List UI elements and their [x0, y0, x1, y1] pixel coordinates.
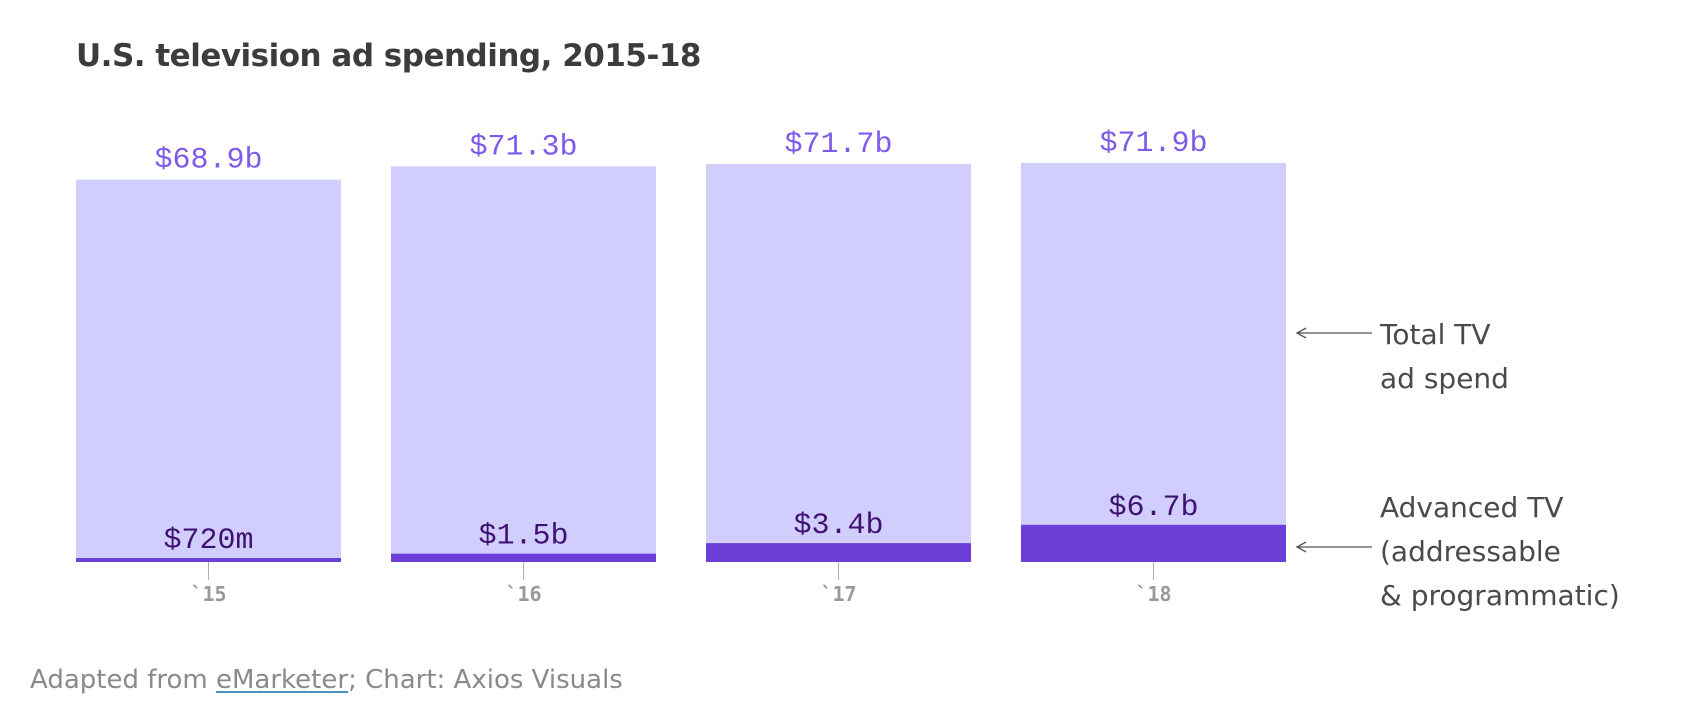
source-link-emarketer[interactable]: eMarketer	[216, 665, 349, 695]
total-tv-value-label: $71.7b	[784, 128, 892, 162]
legend-advanced-tv-label-line: (addressable	[1380, 535, 1561, 568]
legend-advanced-tv-arrowhead-icon	[1295, 541, 1307, 553]
source-line: Adapted from eMarketer; Chart: Axios Vis…	[30, 665, 623, 695]
advanced-tv-bar	[391, 553, 656, 562]
legend-advanced-tv-label-line: Advanced TV	[1380, 491, 1563, 524]
bar-chart: $68.9b $720m $71.3b $1.5b $71.7b $3.4b $71.9b $…	[76, 127, 1620, 612]
total-tv-bar	[76, 179, 341, 562]
x-axis-tick-label: `17	[820, 582, 856, 606]
legend-total-tv-arrowhead-icon	[1295, 327, 1307, 339]
advanced-tv-bar	[1021, 524, 1286, 562]
total-tv-value-label: $71.9b	[1099, 127, 1207, 161]
advanced-tv-bar	[706, 543, 971, 562]
advanced-tv-value-label: $6.7b	[1108, 491, 1198, 525]
x-axis-tick-label: `16	[505, 582, 541, 606]
source-suffix: ; Chart: Axios Visuals	[348, 665, 623, 695]
legend-advanced-tv-label-line: & programmatic)	[1380, 579, 1620, 612]
x-axis-tick-label: `18	[1135, 582, 1171, 606]
legend-total-tv-label-line: Total TV	[1379, 318, 1491, 351]
total-tv-value-label: $71.3b	[469, 130, 577, 164]
total-tv-value-label: $68.9b	[154, 144, 262, 178]
x-axis-tick-label: `15	[190, 582, 226, 606]
bars-group	[76, 163, 1286, 563]
chart-title: U.S. television ad spending, 2015-18	[76, 38, 701, 74]
advanced-tv-value-label: $3.4b	[793, 509, 883, 543]
advanced-tv-value-label: $720m	[163, 524, 253, 558]
legend-total-tv-label-line: ad spend	[1380, 362, 1509, 395]
total-tv-bar	[391, 166, 656, 562]
advanced-tv-value-label: $1.5b	[478, 520, 568, 554]
legend-group: Total TV ad spend Advanced TV (addressable &…	[1295, 318, 1620, 612]
advanced-tv-bar	[76, 558, 341, 562]
source-prefix: Adapted from	[30, 665, 216, 695]
value-labels-group: $68.9b $720m $71.3b $1.5b $71.7b $3.4b $71.9b $…	[154, 127, 1207, 558]
total-tv-bar	[706, 164, 971, 563]
x-axis-ticks-group: `15 `16 `17 `18	[190, 562, 1172, 606]
total-tv-bar	[1021, 163, 1286, 562]
